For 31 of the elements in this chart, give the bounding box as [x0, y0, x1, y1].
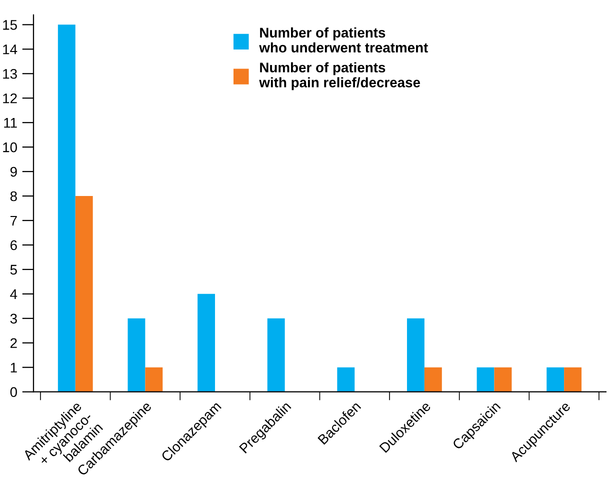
bar — [75, 196, 93, 392]
bar — [145, 367, 163, 392]
bar — [58, 24, 76, 392]
bar — [128, 318, 146, 392]
y-tick-label: 2 — [10, 338, 17, 348]
y-tick-label: 13 — [3, 68, 17, 79]
bar — [546, 367, 564, 392]
bar — [267, 318, 285, 392]
legend-label: Number of patients who underwent treatment — [259, 27, 428, 53]
y-tick-label: 1 — [10, 362, 17, 372]
y-tick-label: 15 — [3, 20, 17, 30]
y-tick-label: 12 — [3, 93, 17, 104]
y-tick-label: 14 — [3, 44, 18, 54]
y-tick-label: 0 — [10, 387, 17, 398]
bar — [564, 367, 582, 392]
bar — [494, 367, 512, 392]
y-tick-label: 10 — [3, 142, 17, 152]
bar — [476, 367, 494, 392]
y-tick-label: 5 — [10, 264, 17, 275]
legend-label: Number of patients with pain relief/decrease — [259, 62, 420, 90]
y-tick-label: 8 — [10, 191, 17, 202]
y-tick-label: 7 — [10, 216, 17, 226]
bar — [424, 367, 442, 392]
bar — [406, 318, 424, 392]
y-tick-label: 3 — [10, 314, 17, 324]
y-tick-label: 4 — [10, 289, 18, 299]
y-tick-label: 11 — [4, 118, 17, 128]
bar — [198, 294, 216, 392]
y-tick-label: 9 — [10, 166, 17, 177]
y-tick-label: 6 — [10, 240, 17, 250]
bar — [337, 367, 355, 392]
